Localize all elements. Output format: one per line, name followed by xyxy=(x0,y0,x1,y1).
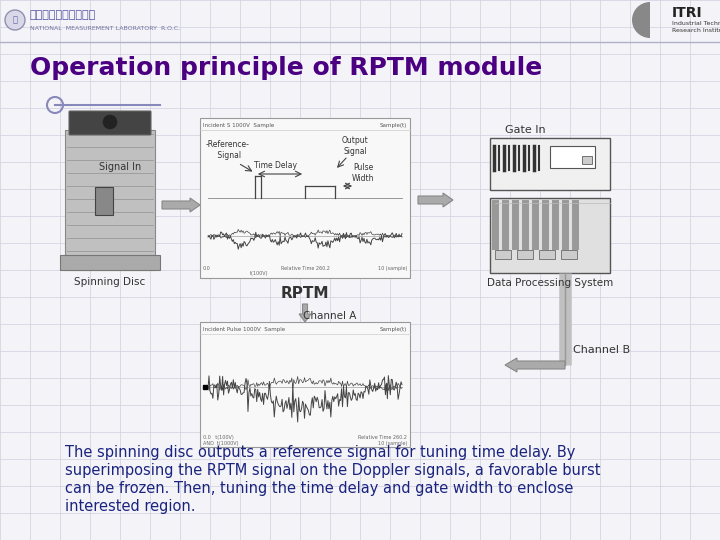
Text: Sample(t): Sample(t) xyxy=(379,123,407,127)
FancyBboxPatch shape xyxy=(69,111,151,135)
Text: NATIONAL  MEASUREMENT LABORATORY  R.O.C.: NATIONAL MEASUREMENT LABORATORY R.O.C. xyxy=(30,25,180,30)
Text: Sample(t): Sample(t) xyxy=(379,327,407,332)
Text: Data Processing System: Data Processing System xyxy=(487,278,613,288)
Text: Relative Time 260.2: Relative Time 260.2 xyxy=(281,266,330,271)
Text: 國家度量衡標準實驗室: 國家度量衡標準實驗室 xyxy=(30,10,96,20)
Bar xyxy=(490,198,610,273)
Text: Spinning Disc: Spinning Disc xyxy=(74,277,145,287)
Bar xyxy=(490,138,610,190)
FancyArrow shape xyxy=(418,193,453,207)
Text: Pulse
Width: Pulse Width xyxy=(352,163,374,183)
Text: 0.0   t(100V): 0.0 t(100V) xyxy=(203,435,234,440)
Text: Incident Pulse 1000V  Sample: Incident Pulse 1000V Sample xyxy=(203,327,285,332)
Wedge shape xyxy=(632,2,650,38)
Text: Research Institute: Research Institute xyxy=(672,29,720,33)
Bar xyxy=(582,156,592,164)
Bar xyxy=(200,118,410,278)
Text: Operation principle of RPTM module: Operation principle of RPTM module xyxy=(30,56,542,80)
Text: Industrial Technology: Industrial Technology xyxy=(672,22,720,26)
Text: AND  t(1000V): AND t(1000V) xyxy=(203,441,238,446)
Text: 0.0: 0.0 xyxy=(203,266,211,271)
Text: Incident S 1000V  Sample: Incident S 1000V Sample xyxy=(203,123,274,127)
FancyArrow shape xyxy=(505,358,565,372)
Text: Gate In: Gate In xyxy=(505,125,546,135)
Text: 10 (sample): 10 (sample) xyxy=(377,441,407,446)
Text: RPTM: RPTM xyxy=(281,287,329,301)
Bar xyxy=(65,130,155,270)
Text: t(100V): t(100V) xyxy=(250,271,269,276)
Bar xyxy=(495,250,511,259)
Text: Channel B: Channel B xyxy=(573,345,630,355)
Text: The spinning disc outputs a reference signal for tuning time delay. By: The spinning disc outputs a reference si… xyxy=(65,444,575,460)
Bar xyxy=(561,250,577,259)
Bar xyxy=(200,322,410,447)
Circle shape xyxy=(102,114,118,130)
Text: interested region.: interested region. xyxy=(65,498,196,514)
Text: 山: 山 xyxy=(12,16,17,24)
Bar xyxy=(550,146,595,168)
Text: Output
Signal: Output Signal xyxy=(341,136,369,156)
FancyArrow shape xyxy=(299,304,311,322)
Bar xyxy=(517,250,533,259)
FancyArrow shape xyxy=(162,198,200,212)
Text: ITRI: ITRI xyxy=(672,6,703,20)
Bar xyxy=(95,187,113,215)
Text: Channel A: Channel A xyxy=(303,311,356,321)
Text: -Reference-
 Signal: -Reference- Signal xyxy=(206,140,250,160)
Text: Time Delay: Time Delay xyxy=(253,161,297,171)
Bar xyxy=(539,250,555,259)
Text: superimposing the RPTM signal on the Doppler signals, a favorable burst: superimposing the RPTM signal on the Dop… xyxy=(65,462,600,477)
Text: Relative Time 260.2: Relative Time 260.2 xyxy=(358,435,407,440)
Text: can be frozen. Then, tuning the time delay and gate width to enclose: can be frozen. Then, tuning the time del… xyxy=(65,481,573,496)
Bar xyxy=(60,255,160,270)
Circle shape xyxy=(5,10,25,30)
Text: Signal In: Signal In xyxy=(99,162,141,172)
Text: 10 (sample): 10 (sample) xyxy=(377,266,407,271)
